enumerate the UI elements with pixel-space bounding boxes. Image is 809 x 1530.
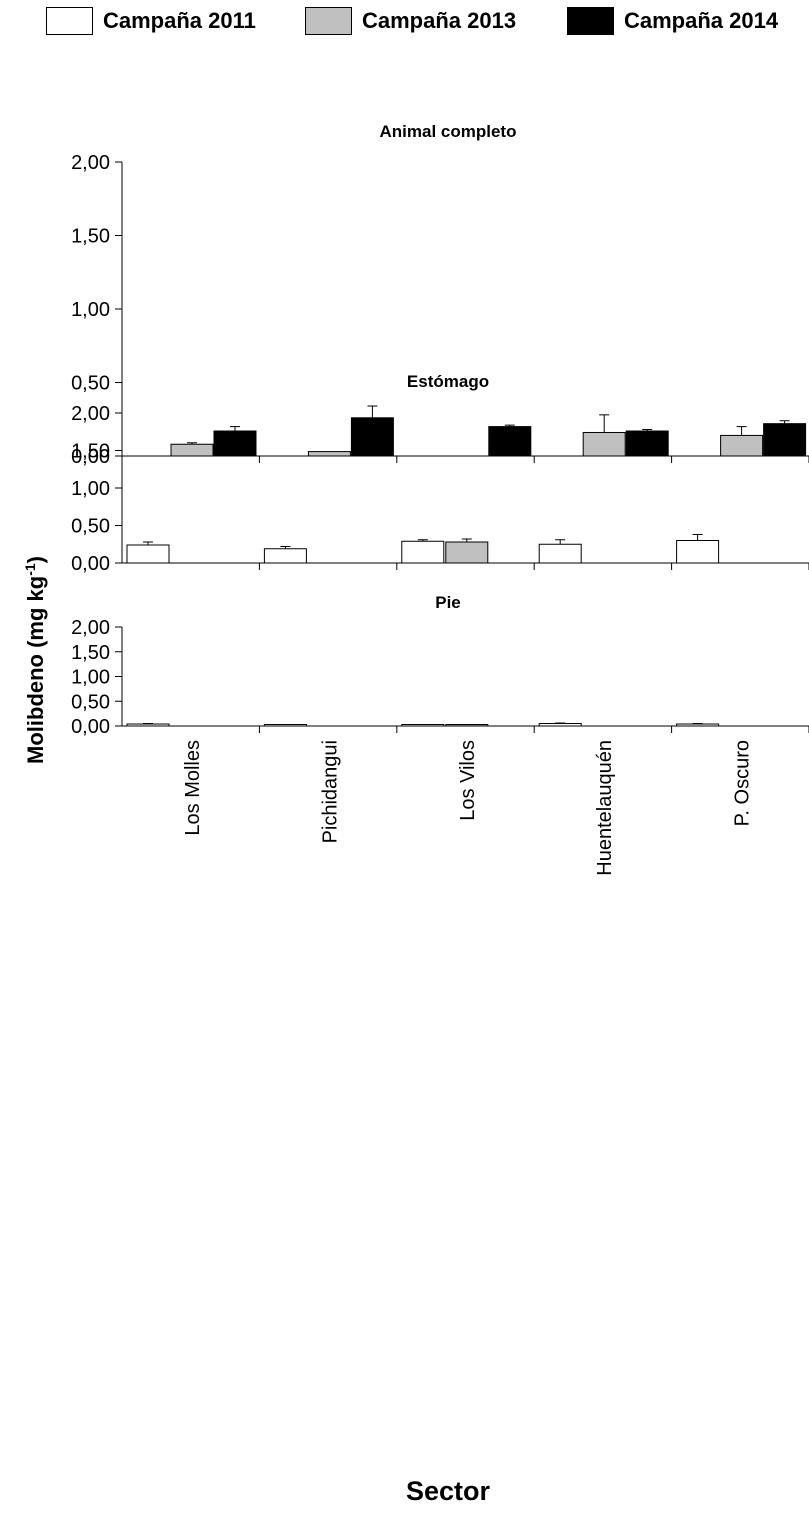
chart-legend: Campaña 2011 Campaña 2013 Campaña 2014 [0, 0, 809, 40]
y-tick-label: 2,00 [71, 403, 110, 425]
bar [263, 548, 307, 564]
x-tick-label: Pichidangui [319, 740, 341, 843]
x-axis-title: Sector [406, 1476, 491, 1506]
bar [625, 430, 669, 457]
bar [763, 423, 807, 457]
bar [720, 434, 764, 457]
panel-title: Estómago [407, 372, 489, 391]
bar [350, 417, 394, 457]
bar [582, 431, 626, 457]
y-tick-label: 0,50 [71, 373, 110, 395]
panel-3: Pie 0,00 0,501,00 1,50 2,00 [71, 593, 809, 738]
bar [676, 723, 720, 727]
bar [676, 540, 720, 564]
legend-swatch-2013 [305, 7, 352, 35]
panel-title: Pie [435, 593, 461, 612]
legend-label-2013: Campaña 2013 [362, 8, 517, 33]
x-tick-label: Huentelauquén [594, 740, 616, 876]
x-tick-label: Los Vilos [457, 740, 479, 821]
y-tick-label: 0,00 [71, 716, 110, 738]
y-tick-label: 1,50 [71, 226, 110, 248]
y-tick-label: 1,00 [71, 478, 110, 500]
bar [401, 540, 445, 564]
bar [445, 541, 489, 564]
bar [445, 724, 489, 727]
y-tick-label: 1,50 [71, 642, 110, 664]
y-tick-label: 2,00 [71, 152, 110, 174]
y-tick-label: 0,50 [71, 516, 110, 538]
legend-item-2014: Campaña 2014 [567, 6, 778, 36]
y-tick-label: 1,00 [71, 299, 110, 321]
bar [307, 451, 351, 457]
y-axis-title-main: Molibdeno (mg kg [23, 576, 48, 764]
bar [401, 724, 445, 727]
bar [538, 723, 582, 727]
x-tick-label: Los Molles [182, 740, 204, 836]
legend-label-2014: Campaña 2014 [624, 8, 779, 33]
panel-title: Animal completo [380, 122, 517, 141]
y-axis-title-sup: -1 [22, 563, 38, 576]
y-tick-label: 0,00 [71, 553, 110, 575]
y-axis-title: Molibdeno (mg kg-1) [22, 556, 48, 764]
legend-item-2013: Campaña 2013 [305, 6, 516, 36]
legend-swatch-2014 [567, 7, 614, 35]
y-tick-label: 0,50 [71, 691, 110, 713]
y-tick-label: 0,00 [71, 446, 110, 468]
panel-1: Animal completo 0,00 0,50 1,00 1,50 2,00 [71, 122, 809, 468]
bar [126, 544, 170, 564]
bar [263, 724, 307, 727]
y-tick-label: 1,00 [71, 667, 110, 689]
bar [488, 426, 532, 457]
legend-item-2011: Campaña 2011 [46, 6, 256, 36]
bar [126, 723, 170, 727]
x-tick-label: P. Oscuro [732, 740, 754, 826]
y-tick-label: 2,00 [71, 617, 110, 639]
y-tick-label: 1,50 [71, 441, 110, 463]
panel-2: Estómago 0,00 0,50 1,00 1,50 2,00 [71, 372, 809, 575]
y-axis-title-end: ) [23, 556, 48, 563]
bar [538, 543, 582, 564]
legend-label-2011: Campaña 2011 [103, 8, 256, 33]
bar [213, 430, 257, 457]
bar [170, 443, 214, 457]
legend-swatch-2011 [46, 7, 93, 35]
